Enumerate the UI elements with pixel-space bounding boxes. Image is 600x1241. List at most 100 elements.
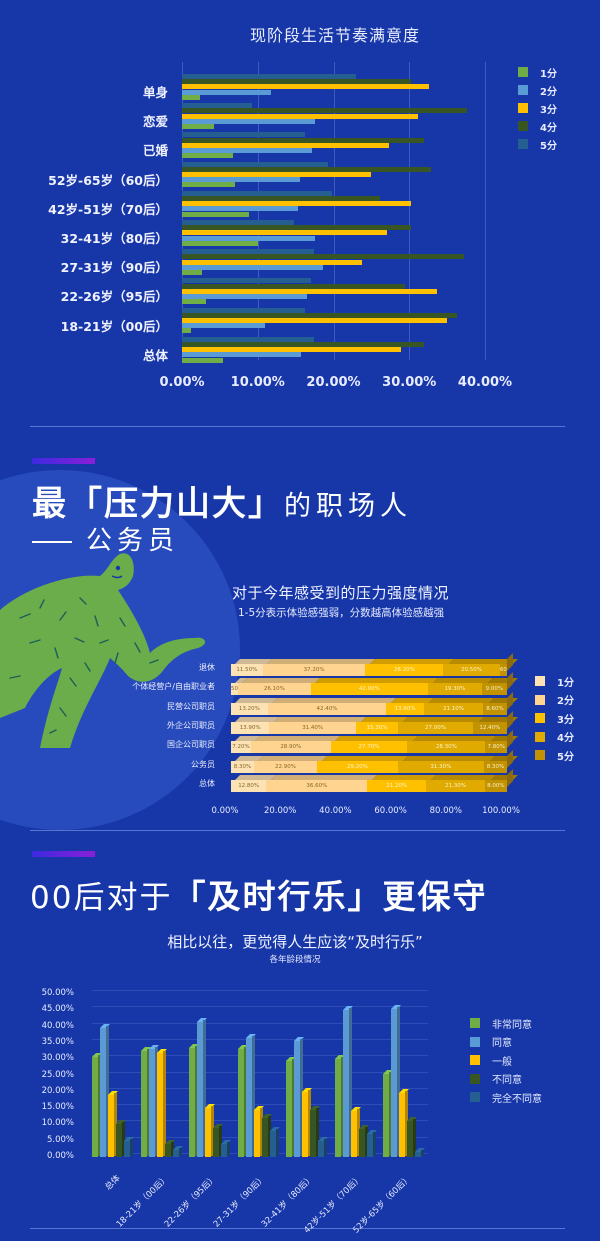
bar-side-face — [507, 691, 513, 710]
legend-item: 不同意 — [470, 1070, 542, 1089]
bar — [182, 240, 258, 246]
column-side — [130, 1138, 133, 1156]
bar-top-segment — [391, 697, 435, 703]
column-side — [316, 1107, 319, 1156]
bar-top-segment — [489, 755, 518, 761]
category-label: 总体 — [142, 347, 168, 363]
column — [302, 1087, 312, 1157]
legend-label: 1分 — [540, 68, 557, 80]
category-label: 公务员 — [191, 759, 215, 769]
legend-label: 4分 — [540, 122, 557, 134]
legend-swatch — [535, 731, 545, 742]
chart3-subtitle: 各年龄段情况 — [269, 955, 321, 965]
bar-segment: 37.20% — [262, 664, 366, 676]
section-divider — [30, 830, 565, 831]
heading-sub-text: 公务员 — [86, 526, 180, 556]
chart3-legend: 非常同意 同意 一般 不同意 完全不同意 — [470, 1014, 542, 1107]
legend-label: 1分 — [557, 677, 574, 689]
bar-segment: 11.50% — [231, 664, 263, 676]
column — [334, 1055, 345, 1157]
column — [294, 1037, 304, 1157]
bar — [182, 142, 389, 148]
stressed-figure-illustration — [0, 553, 206, 748]
bar — [182, 299, 207, 305]
column-side — [300, 1039, 303, 1156]
bar-top-segment — [270, 774, 378, 780]
bar — [182, 278, 311, 284]
column — [399, 1089, 409, 1157]
section2-heading: 最「压力山大」的职场人 — [32, 476, 412, 525]
bar-segment: 28.90% — [250, 741, 331, 754]
bar-segment: 9.00% — [481, 683, 507, 696]
category-label: 国企公司职员 — [167, 740, 215, 750]
category-label: 个体经营户/自由职业者 — [132, 682, 215, 692]
column-side — [324, 1138, 327, 1156]
bar-side-face — [507, 710, 513, 729]
column-side — [364, 1127, 368, 1156]
legend-swatch — [470, 1055, 480, 1066]
column-side — [106, 1026, 109, 1156]
column-side — [211, 1106, 214, 1156]
legend-label: 完全不同意 — [492, 1093, 542, 1105]
column — [407, 1117, 417, 1157]
gridline — [333, 62, 335, 360]
column — [221, 1139, 231, 1157]
bar-top-segment — [266, 659, 376, 664]
bar — [182, 89, 272, 95]
bar — [182, 172, 371, 177]
accent-bar — [32, 458, 95, 464]
column — [156, 1048, 167, 1157]
bar — [182, 307, 306, 313]
column-side — [389, 1071, 392, 1156]
bar — [182, 94, 201, 100]
bar-top-face — [235, 678, 518, 684]
bar-segment: 21.30% — [426, 779, 485, 792]
bar-side-face — [507, 768, 513, 787]
stacked-bar: 7.20% 28.90% 27.70% 28.30% 7.80% — [231, 730, 518, 754]
y-axis-tick: 15.00% — [41, 1102, 74, 1113]
bar — [182, 196, 381, 201]
bar — [182, 132, 305, 138]
column — [342, 1006, 353, 1157]
gridline — [92, 1087, 428, 1089]
bar-segment: 13.60% — [386, 702, 425, 715]
column-side — [251, 1036, 255, 1156]
chart2-legend: 1分 2分 3分 4分 5分 — [535, 672, 574, 765]
column-side — [243, 1047, 247, 1156]
bar-segment: 19.30% — [428, 683, 482, 696]
bar — [182, 283, 405, 289]
bar-segment: 36.60% — [266, 779, 368, 792]
bar-segment: 31.30% — [397, 760, 485, 773]
column — [286, 1056, 296, 1157]
bar — [182, 225, 411, 231]
bar-segment: 28.20% — [365, 664, 444, 676]
column — [164, 1139, 175, 1157]
x-axis-tick: 总体 — [103, 1173, 123, 1193]
legend-label: 2分 — [540, 86, 557, 98]
y-axis-tick: 5.00% — [46, 1134, 74, 1145]
legend-item: 1分 — [518, 63, 557, 81]
column — [148, 1045, 159, 1157]
category-label: 42岁-51岁（70后） — [48, 201, 168, 217]
x-axis-tick: 100.00% — [482, 806, 520, 816]
legend-swatch — [470, 1036, 480, 1047]
bar-top-segment — [448, 659, 511, 664]
bar-top-face — [235, 716, 518, 722]
chart3-title: 相比以往，更觉得人生应该“及时行乐” — [167, 933, 423, 951]
bar-segment: 12.40% — [472, 721, 507, 734]
bar — [182, 270, 202, 275]
legend-swatch — [518, 103, 528, 113]
column-side — [421, 1150, 424, 1156]
bar-top-segment — [429, 697, 494, 703]
section-divider — [30, 1228, 565, 1229]
category-label: 52岁-65岁（60后） — [48, 172, 168, 188]
chart1-legend: 1分 2分 3分 4分 5分 — [518, 63, 557, 153]
category-label: 27-31岁（90后） — [60, 260, 168, 276]
bar-segment: 20.50% — [443, 664, 500, 676]
bar-top-segment — [488, 697, 518, 703]
bar-top-segment — [235, 774, 276, 780]
category-label: 单身 — [142, 85, 168, 100]
bar-top-segment — [402, 755, 495, 761]
gridline — [485, 62, 486, 360]
bar — [182, 79, 411, 85]
